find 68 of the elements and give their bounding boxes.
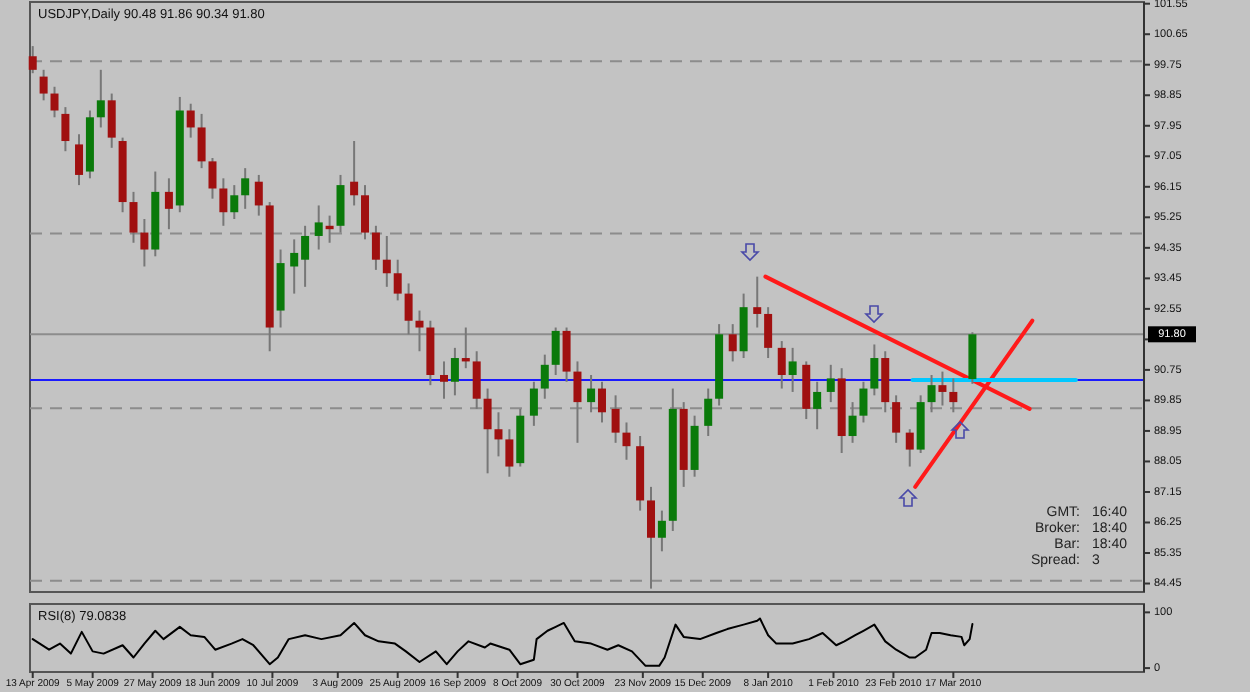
candlestick — [440, 360, 448, 400]
candlestick — [96, 68, 105, 129]
candlestick — [61, 106, 70, 153]
candlestick — [336, 173, 345, 234]
candlestick — [361, 184, 370, 241]
candlestick — [859, 380, 868, 424]
candlestick — [892, 394, 901, 444]
candlestick — [739, 292, 748, 360]
candlestick — [186, 102, 195, 139]
candlestick — [622, 421, 631, 461]
candlestick — [472, 350, 481, 410]
candlestick — [75, 133, 84, 187]
candlestick — [938, 370, 947, 407]
candlestick — [753, 275, 762, 329]
candlestick — [597, 380, 606, 424]
candlestick — [483, 387, 492, 475]
candlestick — [611, 394, 620, 444]
candlestick — [494, 411, 503, 458]
candlestick — [647, 485, 656, 590]
candlestick — [529, 380, 538, 427]
candlestick — [764, 306, 773, 360]
candlestick — [573, 360, 582, 444]
candlestick — [728, 323, 737, 363]
candlestick — [450, 346, 459, 397]
candlestick — [39, 68, 48, 102]
candlestick — [540, 353, 549, 400]
candlestick — [241, 167, 250, 210]
candlestick — [350, 140, 359, 207]
candlestick — [197, 112, 206, 170]
candlestick — [314, 204, 323, 251]
candlestick — [870, 343, 879, 397]
candlestick — [50, 85, 59, 119]
candlestick — [927, 373, 936, 414]
candlestick — [505, 428, 514, 478]
candlestick — [704, 387, 713, 438]
candlestick — [516, 407, 525, 468]
candlestick — [276, 248, 285, 329]
candlestick — [208, 156, 217, 200]
candlestick — [219, 177, 228, 227]
candlestick — [551, 326, 560, 376]
candlestick — [813, 380, 822, 431]
candlestick — [777, 340, 786, 390]
candlestick — [802, 360, 811, 421]
candlestick — [382, 234, 391, 288]
candlestick — [28, 45, 37, 75]
candlestick — [415, 309, 424, 353]
candlestick — [230, 184, 239, 221]
candlestick — [968, 331, 977, 385]
candlestick — [140, 218, 149, 268]
candlestick — [916, 394, 925, 454]
candlestick — [426, 319, 435, 387]
candlestick — [107, 92, 116, 149]
candlestick — [848, 401, 857, 444]
candlestick — [826, 363, 835, 404]
candlestick — [905, 428, 914, 468]
candlestick — [254, 173, 263, 217]
candlestick — [657, 509, 666, 553]
candlestick — [371, 224, 380, 271]
candlestick — [949, 377, 958, 414]
candlestick — [164, 177, 173, 231]
candlestick — [788, 346, 797, 393]
candlestick — [562, 326, 571, 383]
candlestick — [881, 350, 890, 414]
candlestick — [587, 373, 596, 414]
candlestick — [404, 282, 413, 336]
candlestick — [690, 414, 699, 478]
candlestick — [393, 258, 402, 302]
candlestick — [129, 190, 138, 244]
